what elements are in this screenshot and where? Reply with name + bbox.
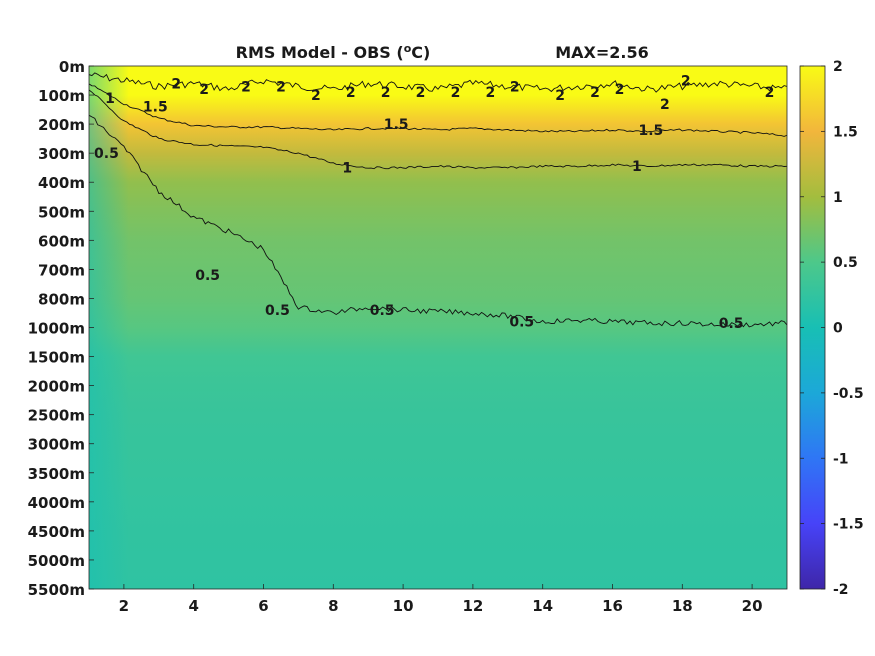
heatmap-left-band [89,66,129,589]
x-tick-label: 18 [672,597,693,615]
contour-label: 2 [555,88,565,104]
max-label: MAX=2.56 [555,43,649,62]
colorbar-tick-label: -1 [833,451,849,467]
contour-line-1 [89,89,787,170]
y-tick-label: 100m [38,87,85,105]
x-tick-label: 20 [742,597,763,615]
contour-label: 2 [510,79,520,95]
colorbar-tick-label: -0.5 [833,386,864,402]
x-tick-label: 8 [328,597,338,615]
x-tick-label: 4 [188,597,198,615]
contour-line-1-5 [89,83,787,137]
colorbar-ticks: 2 1.5 1 0.5 0 -0.5 -1 -1.5 -2 [800,59,864,598]
x-tick-label: 12 [462,597,483,615]
y-tick-label: 2500m [28,407,85,425]
y-tick-label: 400m [38,174,85,192]
contour-label: 2 [199,82,209,98]
contour-label: 1.5 [638,123,663,139]
x-tick-label: 14 [532,597,553,615]
y-axis: 0m 100m 200m 300m 400m 500m 600m 700m 800m 1000m 1… [28,58,94,599]
colorbar-tick-label: 2 [833,59,843,75]
chart-title: RMS Model - OBS (oC) [236,42,431,63]
contour-label: 2 [660,97,670,113]
contour-label: 2 [416,85,426,101]
contour-label: 2 [681,74,691,90]
contour-label: 2 [485,85,495,101]
contour-label: 1 [632,159,642,175]
colorbar-tick-label: 0 [833,321,843,337]
contour-label: 2 [346,85,356,101]
contour-label: 0.5 [509,315,534,331]
y-tick-label: 5500m [28,581,85,599]
colorbar-tick-label: 1 [833,190,843,206]
contour-label: 0.5 [94,146,119,162]
contour-label: 2 [171,76,181,92]
y-tick-label: 5000m [28,552,85,570]
contour-label: 2 [615,82,625,98]
y-tick-label: 4500m [28,523,85,541]
contour-line-2 [89,72,787,93]
y-tick-label: 300m [38,145,85,163]
heatmap-field [89,66,787,589]
contour-label: 2 [276,79,286,95]
contour-label: 2 [241,79,251,95]
contour-label: 1 [342,161,352,177]
colorbar-tick-label: -2 [833,582,849,598]
y-tick-label: 1500m [28,349,85,367]
contour-label: 1 [105,91,115,107]
colorbar-gradient [799,65,826,590]
contour-label: 1.5 [143,100,168,116]
colorbar: 2 1.5 1 0.5 0 -0.5 -1 -1.5 -2 [799,59,864,598]
contour-label: 2 [765,85,775,101]
y-tick-label: 3000m [28,436,85,454]
y-tick-label: 2000m [28,378,85,396]
y-tick-label: 800m [38,290,85,308]
y-tick-label: 200m [38,116,85,134]
colorbar-tick-label: -1.5 [833,517,864,533]
contour-label: 2 [451,85,461,101]
contour-label: 2 [381,85,391,101]
y-tick-label: 500m [38,203,85,221]
x-tick-label: 2 [119,597,129,615]
colorbar-tick-label: 0.5 [833,255,858,271]
y-tick-label: 1000m [28,320,85,338]
colorbar-tick-label: 1.5 [833,124,858,140]
contour-label: 2 [590,85,600,101]
x-tick-label: 10 [393,597,414,615]
y-tick-label: 4000m [28,494,85,512]
contour-label: 0.5 [370,303,395,319]
contour-label: 1.5 [384,117,409,133]
x-axis: 2 4 6 8 10 12 14 16 18 20 [119,584,763,615]
y-tick-label: 3500m [28,465,85,483]
y-tick-label: 600m [38,232,85,250]
contour-line-0-5 [89,114,787,328]
x-tick-label: 6 [258,597,268,615]
contour-label: 2 [311,88,321,104]
x-tick-label: 16 [602,597,623,615]
contour-label: 0.5 [719,316,744,332]
y-tick-label: 0m [59,58,85,76]
y-tick-label: 700m [38,261,85,279]
contour-lines [89,72,787,328]
contour-label: 0.5 [195,268,220,284]
contour-label: 0.5 [265,303,290,319]
